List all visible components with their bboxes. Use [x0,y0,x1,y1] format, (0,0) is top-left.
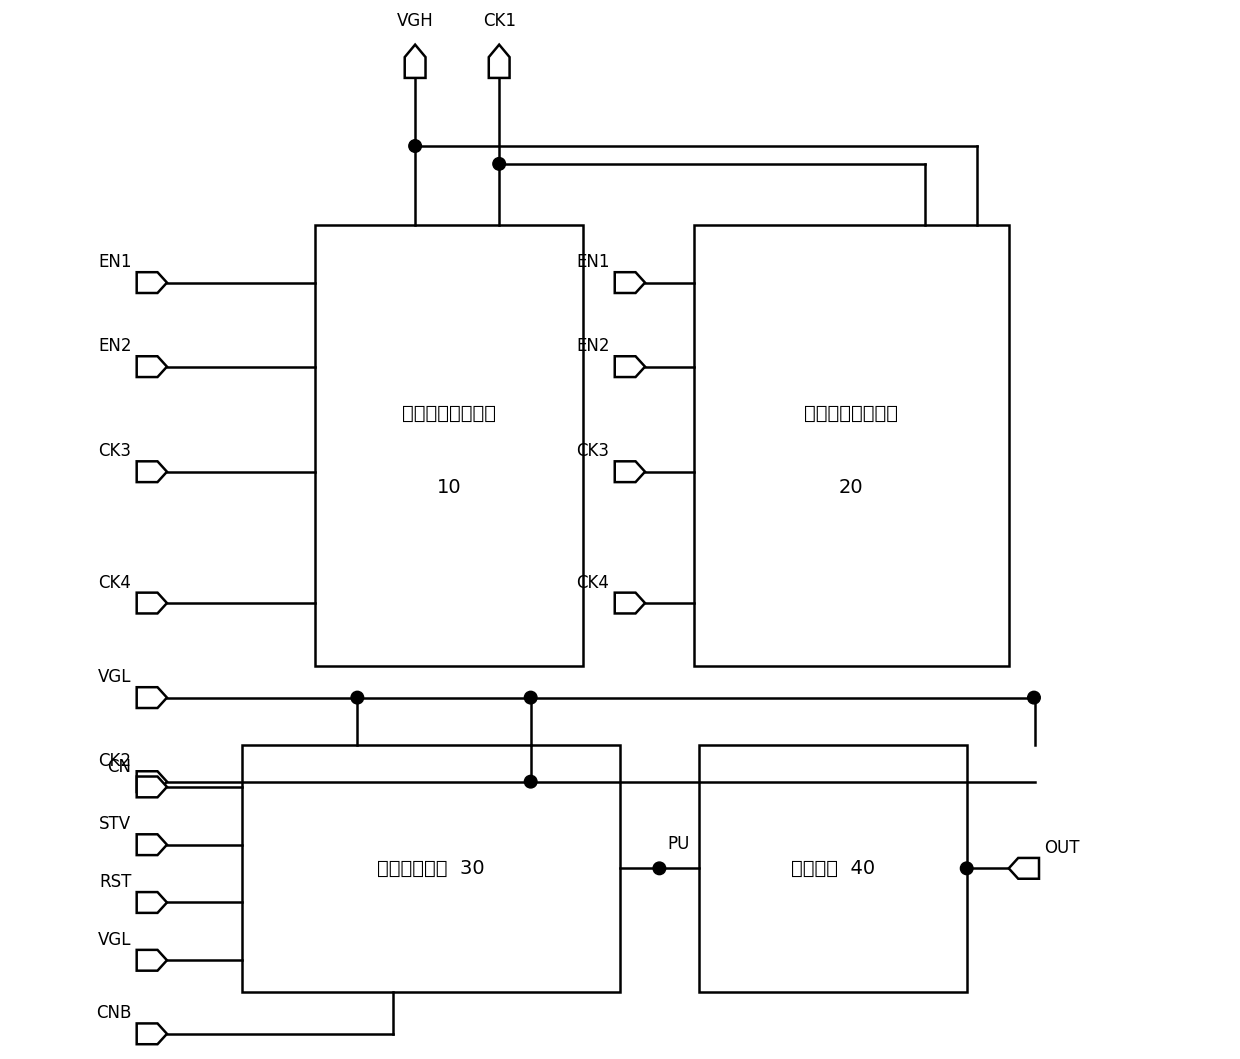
Polygon shape [615,356,645,377]
Polygon shape [615,272,645,293]
Polygon shape [489,44,510,78]
Polygon shape [136,356,167,377]
Text: EN1: EN1 [98,253,131,271]
FancyBboxPatch shape [699,744,967,992]
FancyBboxPatch shape [693,225,1009,666]
Polygon shape [136,462,167,482]
Polygon shape [136,834,167,855]
Text: RST: RST [99,873,131,891]
Text: VGH: VGH [397,13,434,31]
Text: EN2: EN2 [98,338,131,356]
Polygon shape [1009,858,1039,879]
Circle shape [653,862,666,875]
Text: CK3: CK3 [577,443,610,461]
Circle shape [961,862,973,875]
Circle shape [525,775,537,788]
Text: CK4: CK4 [98,574,131,592]
Polygon shape [136,771,167,792]
Text: CK2: CK2 [98,752,131,770]
Text: CK3: CK3 [98,443,131,461]
Text: 第一时钟控制模块: 第一时钟控制模块 [402,405,496,424]
Circle shape [525,692,537,704]
Text: STV: STV [99,815,131,833]
Text: 20: 20 [838,478,863,497]
Text: CK1: CK1 [482,13,516,31]
Circle shape [409,140,422,152]
Polygon shape [404,44,425,78]
FancyBboxPatch shape [242,744,620,992]
Polygon shape [615,462,645,482]
Text: EN2: EN2 [577,338,610,356]
FancyBboxPatch shape [315,225,583,666]
Text: CK4: CK4 [577,574,610,592]
Text: OUT: OUT [1044,839,1080,857]
Circle shape [1028,692,1040,704]
Text: 输出控制模块  30: 输出控制模块 30 [377,859,485,878]
Text: 输出模块  40: 输出模块 40 [791,859,875,878]
Text: 第二时钟控制模块: 第二时钟控制模块 [805,405,898,424]
Polygon shape [136,950,167,971]
Polygon shape [136,892,167,913]
Polygon shape [136,1023,167,1044]
Polygon shape [136,593,167,613]
Polygon shape [136,776,167,797]
Circle shape [351,692,363,704]
Text: VGL: VGL [98,931,131,949]
Text: EN1: EN1 [577,253,610,271]
Text: CNB: CNB [95,1005,131,1023]
Text: 10: 10 [436,478,461,497]
Text: CN: CN [108,757,131,775]
Polygon shape [615,593,645,613]
Text: PU: PU [667,834,689,852]
Polygon shape [136,272,167,293]
Text: VGL: VGL [98,668,131,686]
Circle shape [492,158,506,170]
Polygon shape [136,687,167,708]
